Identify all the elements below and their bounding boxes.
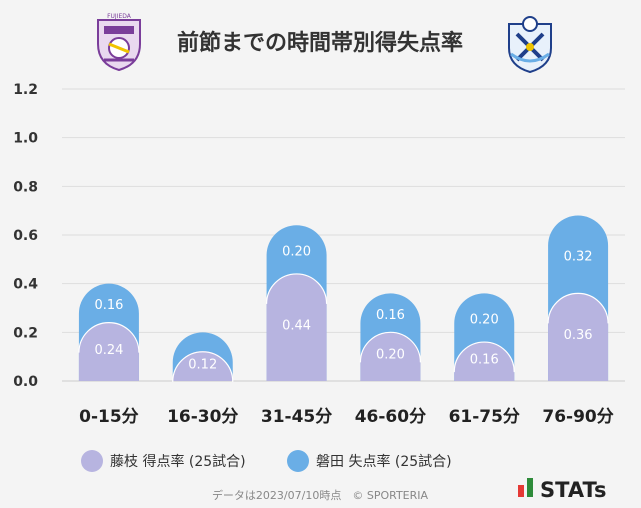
x-axis: 0-15分 16-30分 31-45分 46-60分 61-75分 76-90分 — [79, 407, 614, 427]
bar-separator — [78, 322, 140, 353]
bar-fujieda — [78, 322, 139, 381]
legend-swatch-iwata — [287, 450, 309, 472]
y-tick-label: 0.8 — [13, 179, 38, 195]
bar-fujieda — [454, 342, 515, 381]
chart-title: 前節までの時間帯別得失点率 — [177, 30, 463, 56]
stats-logo: STATs — [518, 478, 606, 502]
legend-swatch-fujieda — [81, 450, 103, 472]
y-tick-label: 1.0 — [13, 131, 38, 147]
bar-fujieda — [266, 273, 327, 381]
y-tick-label: 1.2 — [13, 82, 38, 98]
data-label-fujieda: 0.16 — [470, 353, 499, 368]
bar-fujieda — [360, 332, 421, 381]
data-label-iwata: 0.20 — [470, 313, 499, 328]
bar-fujieda — [172, 351, 233, 381]
y-axis: 0.0 0.2 0.4 0.6 0.8 1.0 1.2 — [13, 82, 38, 390]
data-label-fujieda: 0.44 — [282, 318, 311, 333]
bar-separator — [172, 351, 234, 382]
data-label-fujieda: 0.12 — [188, 357, 217, 372]
bar-fujieda — [548, 293, 609, 381]
footer-note: データは2023/07/10時点 © SPORTERIA — [212, 488, 429, 502]
bar-separator — [453, 341, 515, 373]
legend-label-iwata: 磐田 失点率 (25試合) — [316, 453, 452, 470]
stats-logo-mark — [518, 485, 524, 497]
x-tick-label: 61-75分 — [449, 407, 520, 427]
y-tick-label: 0.2 — [13, 325, 38, 341]
x-tick-label: 31-45分 — [261, 407, 332, 427]
bars: 0.24 0.16 0.12 0.44 0.20 0.20 0.16 0.16 0.20 0.36… — [78, 215, 609, 382]
y-tick-label: 0.4 — [13, 277, 38, 293]
stats-brand-text: STATs — [540, 478, 606, 502]
legend: 藤枝 得点率 (25試合) 磐田 失点率 (25試合) — [81, 450, 452, 472]
bar-separator — [359, 331, 422, 363]
data-label-iwata: 0.16 — [94, 298, 123, 313]
y-tick-label: 0.6 — [13, 228, 38, 244]
data-label-fujieda: 0.20 — [376, 348, 405, 363]
data-label-iwata: 0.32 — [564, 249, 593, 264]
data-label-fujieda: 0.36 — [564, 328, 593, 343]
x-tick-label: 46-60分 — [355, 407, 426, 427]
x-tick-label: 0-15分 — [79, 407, 139, 427]
legend-label-fujieda: 藤枝 得点率 (25試合) — [110, 453, 246, 470]
x-tick-label: 16-30分 — [167, 407, 238, 427]
data-label-iwata: 0.16 — [376, 308, 405, 323]
jubilo-crest-logo — [508, 16, 552, 74]
data-label-fujieda: 0.24 — [94, 343, 123, 358]
data-label-iwata: 0.20 — [282, 245, 311, 260]
bar-separator — [547, 292, 609, 324]
svg-text:FUJIEDA: FUJIEDA — [107, 13, 132, 20]
y-tick-label: 0.0 — [13, 374, 38, 390]
x-tick-label: 76-90分 — [542, 407, 613, 427]
bar-separator — [265, 273, 328, 304]
fujieda-crest-logo: FUJIEDA — [97, 13, 141, 72]
gridlines — [62, 88, 625, 382]
